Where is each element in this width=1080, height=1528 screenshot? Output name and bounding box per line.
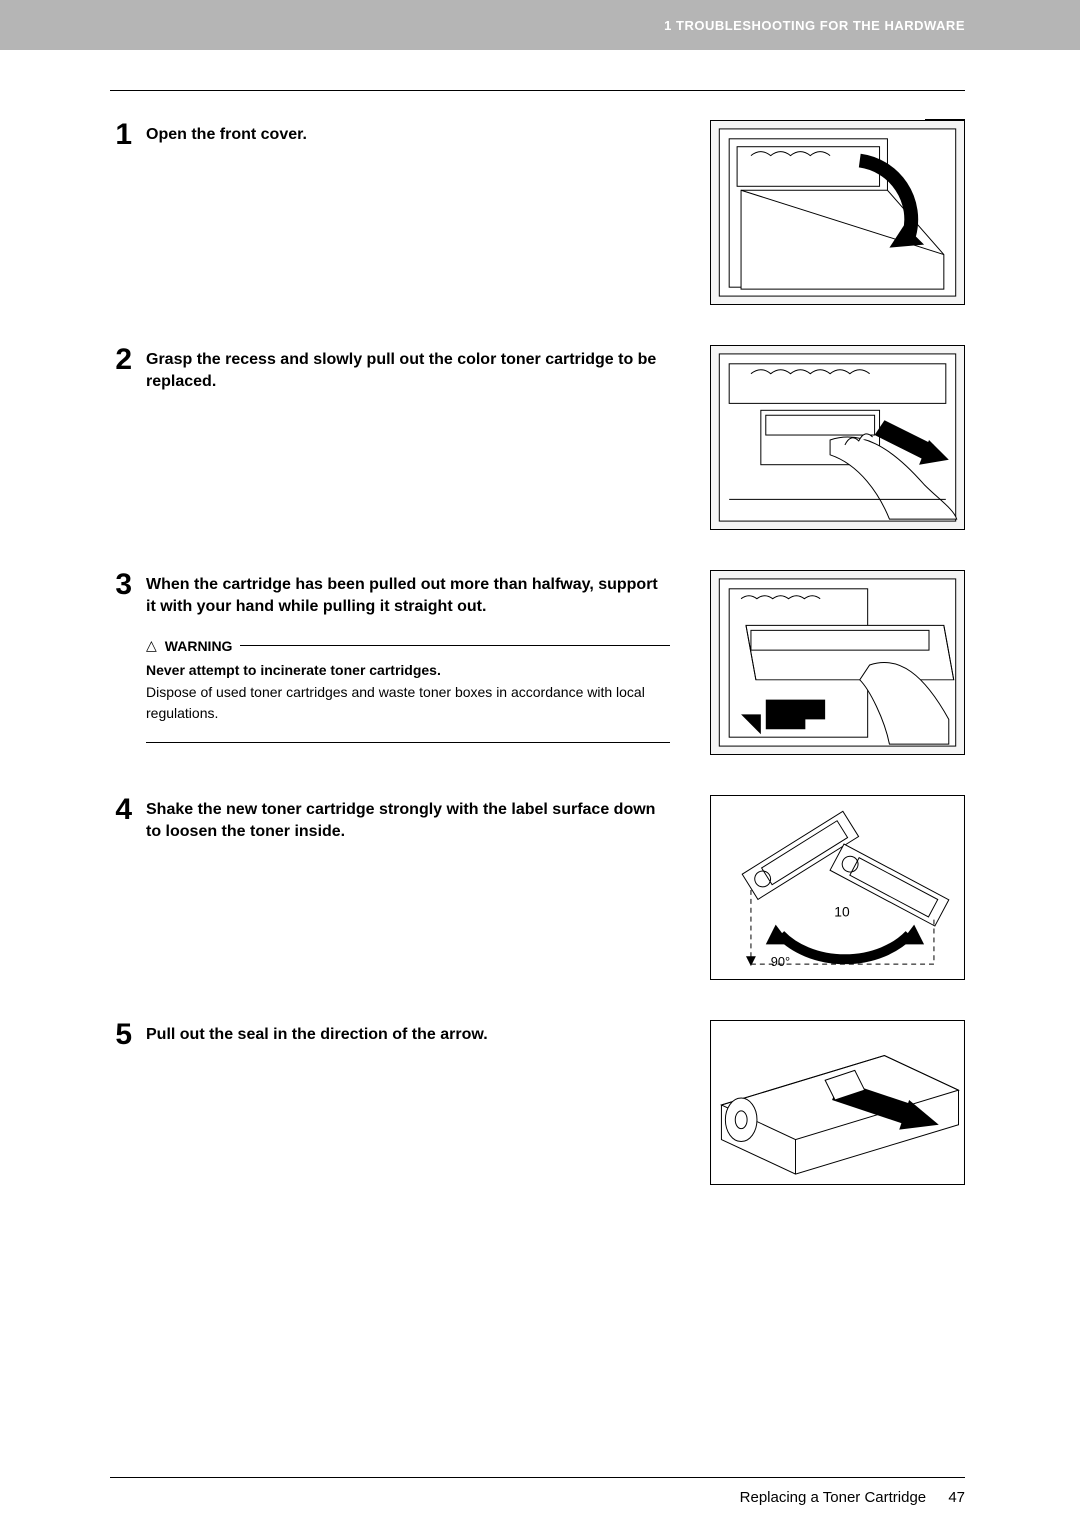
footer-rule [110, 1477, 965, 1478]
step-number: 1 [110, 120, 132, 315]
footer-page-number: 47 [948, 1489, 965, 1506]
step-3: 3 When the cartridge has been pulled out… [110, 570, 965, 765]
warning-label: WARNING [165, 638, 233, 654]
step-left: 2 Grasp the recess and slowly pull out t… [110, 345, 690, 540]
step-number: 5 [110, 1020, 132, 1190]
step-title: Shake the new toner cartridge strongly w… [146, 795, 670, 842]
step-5: 5 Pull out the seal in the direction of … [110, 1020, 965, 1190]
warning-rule [240, 645, 670, 646]
warning-heading: △ WARNING [146, 637, 670, 654]
content-area: 1 Open the front cover. 2 Grasp the rece… [110, 120, 965, 1220]
figure-support-cartridge [710, 570, 965, 755]
header-section-label: 1 TROUBLESHOOTING FOR THE HARDWARE [664, 18, 965, 33]
step-left: 4 Shake the new toner cartridge strongly… [110, 795, 690, 990]
top-rule [110, 90, 965, 91]
step-2: 2 Grasp the recess and slowly pull out t… [110, 345, 965, 540]
step-title: Open the front cover. [146, 120, 670, 146]
step-number: 3 [110, 570, 132, 765]
step-body: Grasp the recess and slowly pull out the… [146, 345, 670, 540]
figure-pull-seal [710, 1020, 965, 1185]
figure-label-angle: 90° [771, 954, 790, 969]
step-title: Pull out the seal in the direction of th… [146, 1020, 670, 1046]
step-left: 1 Open the front cover. [110, 120, 690, 315]
step-title: When the cartridge has been pulled out m… [146, 570, 670, 617]
warning-bottom-rule [146, 742, 670, 743]
header-bar: 1 TROUBLESHOOTING FOR THE HARDWARE [0, 0, 1080, 50]
warning-body-text: Dispose of used toner cartridges and was… [146, 682, 670, 724]
step-number: 2 [110, 345, 132, 540]
footer-label: Replacing a Toner Cartridge [740, 1489, 927, 1506]
warning-icon: △ [146, 637, 157, 654]
step-left: 3 When the cartridge has been pulled out… [110, 570, 690, 765]
warning-bold-text: Never attempt to incinerate toner cartri… [146, 660, 670, 680]
footer: Replacing a Toner Cartridge 47 [740, 1489, 965, 1506]
step-4: 4 Shake the new toner cartridge strongly… [110, 795, 965, 990]
step-body: Shake the new toner cartridge strongly w… [146, 795, 670, 990]
step-body: Pull out the seal in the direction of th… [146, 1020, 670, 1190]
step-body: When the cartridge has been pulled out m… [146, 570, 670, 765]
step-body: Open the front cover. [146, 120, 670, 315]
step-left: 5 Pull out the seal in the direction of … [110, 1020, 690, 1190]
warning-block: △ WARNING Never attempt to incinerate to… [146, 637, 670, 743]
step-number: 4 [110, 795, 132, 990]
figure-shake-cartridge: 10 90° [710, 795, 965, 980]
figure-open-cover [710, 120, 965, 305]
step-1: 1 Open the front cover. [110, 120, 965, 315]
step-title: Grasp the recess and slowly pull out the… [146, 345, 670, 392]
figure-label-count: 10 [834, 904, 850, 920]
figure-pull-cartridge [710, 345, 965, 530]
